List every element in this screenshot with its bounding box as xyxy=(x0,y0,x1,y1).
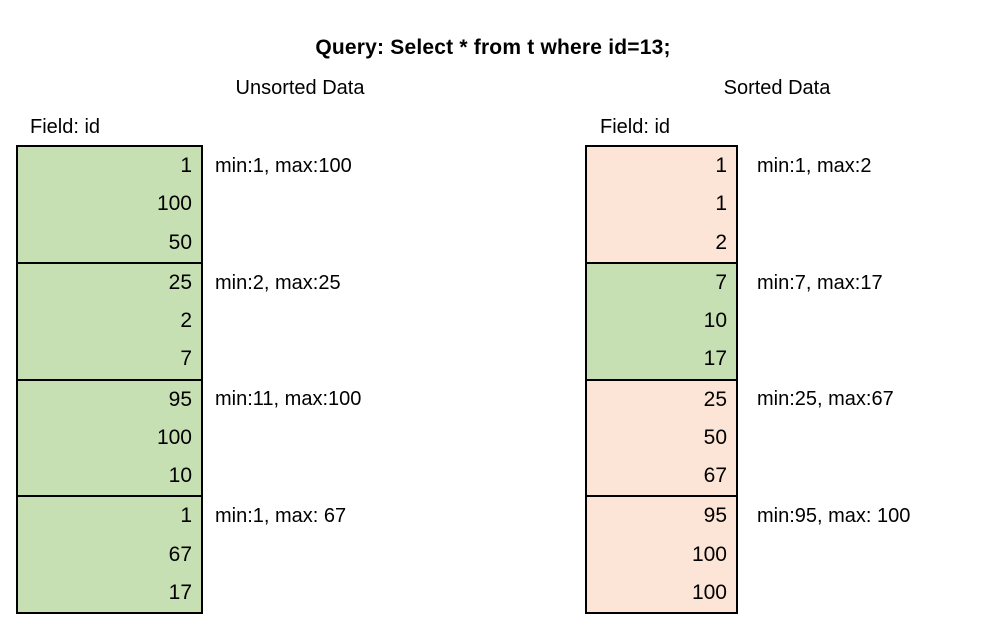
sorted-block-1: 1 1 2 xyxy=(587,147,736,262)
unsorted-block-3: 95 100 10 xyxy=(18,378,201,496)
cell-value: 1 xyxy=(715,154,727,178)
cell-value: 7 xyxy=(715,270,727,294)
cell-value: 2 xyxy=(715,230,727,254)
sorted-data-table: 1 1 2 7 10 17 25 50 67 95 100 100 xyxy=(585,145,738,614)
unsorted-block-4: 1 67 17 xyxy=(18,495,201,612)
cell-value: 1 xyxy=(715,192,727,216)
cell-value: 100 xyxy=(156,192,192,216)
cell-value: 25 xyxy=(703,387,727,411)
unsorted-minmax-annotation-1: min:1, max:100 xyxy=(215,154,352,177)
sorted-minmax-annotation-4: min:95, max: 100 xyxy=(757,504,911,527)
unsorted-data-subtitle: Unsorted Data xyxy=(235,77,365,99)
cell-value: 67 xyxy=(703,464,727,488)
cell-value: 2 xyxy=(180,309,192,333)
cell-value: 17 xyxy=(168,580,192,604)
sorted-block-4: 95 100 100 xyxy=(587,495,736,612)
unsorted-block-2: 25 2 7 xyxy=(18,261,201,379)
unsorted-minmax-annotation-4: min:1, max: 67 xyxy=(215,504,347,527)
query-title: Query: Select * from t where id=13; xyxy=(315,36,671,59)
sorted-data-subtitle: Sorted Data xyxy=(723,77,831,99)
sorted-minmax-annotation-3: min:25, max:67 xyxy=(757,387,894,410)
unsorted-minmax-annotation-3: min:11, max:100 xyxy=(215,387,362,410)
cell-value: 100 xyxy=(691,542,727,566)
cell-value: 10 xyxy=(168,464,192,488)
sorted-block-2: 7 10 17 xyxy=(587,261,736,379)
unsorted-minmax-annotation-2: min:2, max:25 xyxy=(215,271,341,294)
cell-value: 50 xyxy=(168,230,192,254)
cell-value: 95 xyxy=(703,504,727,528)
cell-value: 1 xyxy=(180,154,192,178)
unsorted-block-1: 1 100 50 xyxy=(18,147,201,262)
cell-value: 17 xyxy=(703,347,727,371)
cell-value: 50 xyxy=(703,425,727,449)
cell-value: 10 xyxy=(703,309,727,333)
cell-value: 95 xyxy=(168,387,192,411)
cell-value: 1 xyxy=(180,504,192,528)
cell-value: 100 xyxy=(156,425,192,449)
sorted-field-label: Field: id xyxy=(600,116,671,138)
cell-value: 67 xyxy=(168,542,192,566)
unsorted-field-label: Field: id xyxy=(30,116,101,138)
cell-value: 100 xyxy=(691,580,727,604)
sorted-minmax-annotation-2: min:7, max:17 xyxy=(757,271,883,294)
sorted-block-3: 25 50 67 xyxy=(587,378,736,496)
cell-value: 7 xyxy=(180,347,192,371)
sorted-minmax-annotation-1: min:1, max:2 xyxy=(757,154,872,177)
cell-value: 25 xyxy=(168,270,192,294)
unsorted-data-table: 1 100 50 25 2 7 95 100 10 1 67 17 xyxy=(16,145,203,614)
